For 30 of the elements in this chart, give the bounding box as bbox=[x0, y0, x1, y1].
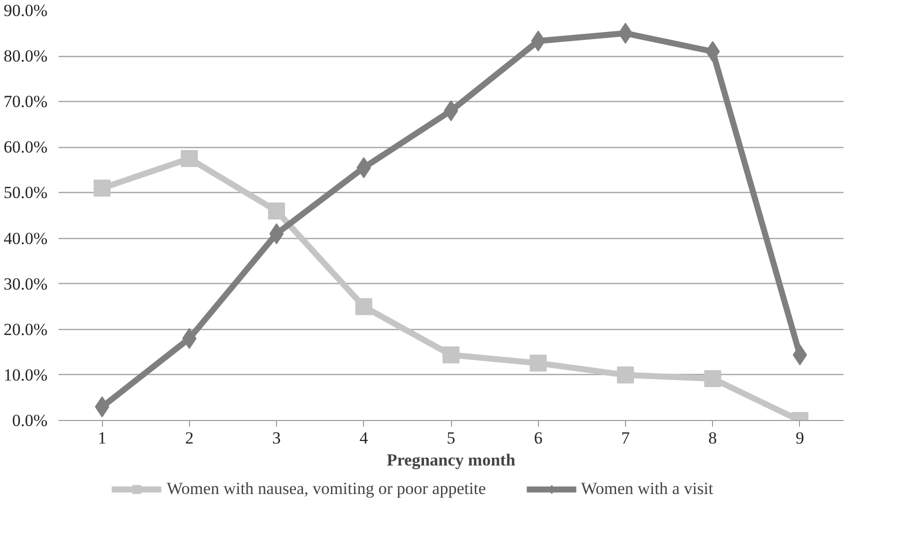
point bbox=[704, 370, 722, 388]
point bbox=[94, 180, 111, 197]
point bbox=[268, 202, 286, 220]
x-axis-title: Pregnancy month bbox=[386, 450, 516, 470]
point bbox=[180, 150, 198, 168]
x-tick-label: 9 bbox=[796, 428, 804, 448]
y-tick-label: 70.0% bbox=[4, 92, 48, 112]
y-tick-label: 50.0% bbox=[4, 183, 48, 202]
legend-label: Women with a visit bbox=[580, 479, 714, 499]
x-tick-label: 5 bbox=[446, 428, 456, 448]
y-tick-label: 20.0% bbox=[4, 320, 48, 339]
x-tick-label: 1 bbox=[98, 428, 106, 448]
x-tick-label: 8 bbox=[708, 428, 717, 448]
x-tick-label: 7 bbox=[621, 428, 630, 448]
legend-label: Women with nausea, vomiting or poor appetite bbox=[166, 479, 486, 499]
point bbox=[442, 346, 460, 364]
x-tick-label: 2 bbox=[185, 428, 194, 448]
x-tick-label: 6 bbox=[534, 428, 542, 448]
point bbox=[616, 366, 634, 384]
y-tick-label: 30.0% bbox=[4, 274, 48, 294]
y-tick-label: 0.0% bbox=[12, 411, 48, 430]
x-tick-label: 3 bbox=[272, 428, 281, 448]
y-tick-label: 10.0% bbox=[4, 365, 48, 384]
y-tick-label: 60.0% bbox=[4, 138, 48, 157]
point bbox=[355, 298, 372, 316]
point bbox=[530, 354, 547, 372]
y-tick-label: 40.0% bbox=[4, 228, 48, 248]
x-tick-label: 4 bbox=[360, 428, 369, 448]
y-tick-label: 80.0% bbox=[4, 46, 48, 66]
y-tick-label: 90.0% bbox=[4, 1, 48, 20]
